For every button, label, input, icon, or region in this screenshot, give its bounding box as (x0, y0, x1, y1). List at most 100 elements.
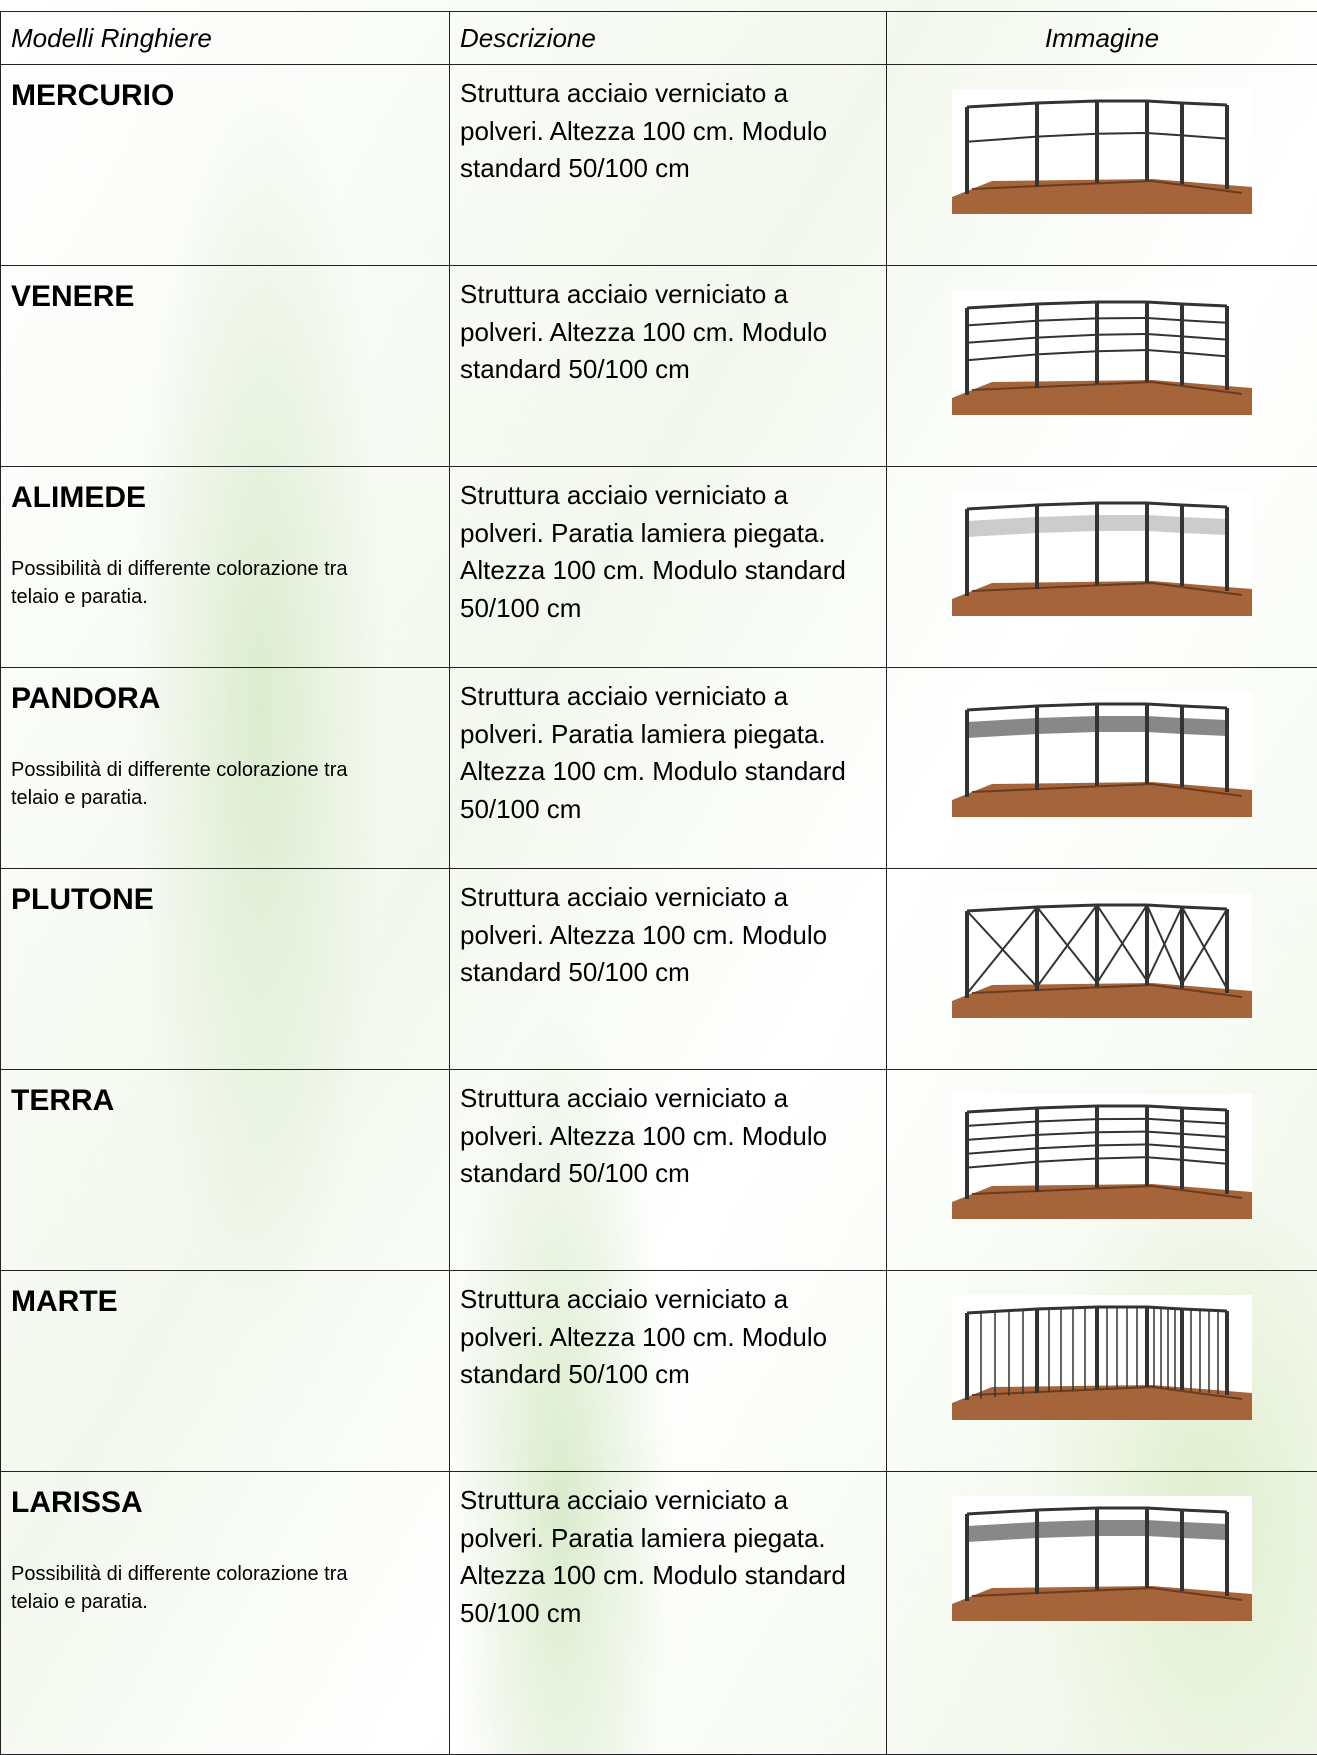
frame-bar (1147, 503, 1182, 505)
floor (952, 179, 1252, 214)
frame-bar (1182, 1147, 1227, 1150)
frame-bar (1037, 704, 1097, 706)
model-name: LARISSA (11, 1486, 439, 1520)
table-row: ALIMEDE Possibilità di differente coloraz… (1, 467, 1317, 668)
description-cell: Struttura acciaio verniciato a polveri. … (450, 1472, 887, 1755)
model-description: Struttura acciaio verniciato a polveri. … (460, 75, 876, 188)
frame-bar (1147, 334, 1182, 336)
panel (967, 517, 1037, 537)
frame-bar (967, 321, 1037, 326)
image-cell (887, 1271, 1317, 1472)
frame-bar (1037, 1158, 1097, 1161)
frame-bar (1037, 1145, 1097, 1148)
frame-bar (1097, 1132, 1147, 1133)
railing-image (952, 89, 1252, 214)
floor (952, 380, 1252, 415)
model-description: Struttura acciaio verniciato a polveri. … (460, 879, 876, 992)
frame-bar (967, 1309, 1037, 1313)
frame-bar (1182, 1160, 1227, 1164)
frame-bar (967, 1108, 1037, 1112)
frame-bar (1182, 135, 1227, 138)
image-cell (887, 869, 1317, 1070)
frame-bar (1097, 133, 1147, 134)
frame-bar (1147, 1132, 1182, 1134)
model-description: Struttura acciaio verniciato a polveri. … (460, 276, 876, 389)
panel (967, 1522, 1037, 1542)
railing-image (952, 692, 1252, 817)
image-cell (887, 467, 1317, 668)
frame-bar (1182, 103, 1227, 105)
frame-bar (1147, 302, 1182, 304)
frame-bar (1147, 1106, 1182, 1108)
model-name: MARTE (11, 1285, 439, 1319)
model-description: Struttura acciaio verniciato a polveri. … (460, 1281, 876, 1394)
model-note: Possibilità di differente colorazione tr… (11, 756, 371, 812)
frame-bar (1182, 353, 1227, 357)
frame-bar (967, 1162, 1037, 1168)
image-cell (887, 1070, 1317, 1271)
railing-image (952, 290, 1252, 415)
frame-bar (967, 1135, 1037, 1140)
frame-bar (1037, 1508, 1097, 1510)
frame-bar (1147, 101, 1182, 103)
name-cell: TERRA (1, 1070, 450, 1271)
railing-image (952, 893, 1252, 1018)
frame-bar (1182, 336, 1227, 339)
frame-bar (1182, 1309, 1227, 1311)
name-cell: PLUTONE (1, 869, 450, 1070)
frame-bar (1037, 1307, 1097, 1309)
name-cell: ALIMEDE Possibilità di differente coloraz… (1, 467, 450, 668)
frame-bar (1182, 907, 1227, 909)
panel (1097, 1520, 1147, 1536)
railing-image (952, 1094, 1252, 1219)
frame-bar (1097, 1144, 1147, 1145)
description-cell: Struttura acciaio verniciato a polveri. … (450, 1271, 887, 1472)
panel (1182, 517, 1227, 535)
frame-bar (1147, 1119, 1182, 1121)
frame-bar (1182, 1121, 1227, 1123)
railing-image (952, 1295, 1252, 1420)
floor (952, 581, 1252, 616)
frame-bar (1182, 304, 1227, 306)
frame-bar (1147, 318, 1182, 320)
frame-bar (1182, 1510, 1227, 1512)
frame-bar (1037, 302, 1097, 304)
image-cell (887, 1472, 1317, 1755)
panel (1097, 515, 1147, 531)
panel (967, 718, 1037, 738)
model-name: ALIMEDE (11, 481, 439, 515)
frame-bar (967, 1121, 1037, 1125)
panel (1037, 1520, 1097, 1538)
frame-bar (1147, 1307, 1182, 1309)
model-name: TERRA (11, 1084, 439, 1118)
frame-bar (1037, 134, 1097, 137)
header-row: Modelli Ringhiere Descrizione Immagine (1, 12, 1317, 65)
description-cell: Struttura acciaio verniciato a polveri. … (450, 1070, 887, 1271)
frame-bar (967, 505, 1037, 509)
description-cell: Struttura acciaio verniciato a polveri. … (450, 869, 887, 1070)
model-note: Possibilità di differente colorazione tr… (11, 555, 371, 611)
frame-bar (1037, 1106, 1097, 1108)
frame-bar (1037, 1132, 1097, 1135)
panel (1037, 515, 1097, 533)
floor (952, 1385, 1252, 1420)
model-note: Possibilità di differente colorazione tr… (11, 1560, 371, 1616)
frame-bar (967, 1510, 1037, 1514)
frame-bar (1147, 133, 1182, 135)
railing-image (952, 491, 1252, 616)
railing-image (952, 1496, 1252, 1621)
model-description: Struttura acciaio verniciato a polveri. … (460, 1482, 876, 1633)
frame-bar (1182, 505, 1227, 507)
header-cell: Descrizione (450, 12, 887, 65)
frame-bar (967, 907, 1037, 994)
panel (1147, 716, 1182, 734)
description-cell: Struttura acciaio verniciato a polveri. … (450, 65, 887, 266)
name-cell: LARISSA Possibilità di differente coloraz… (1, 1472, 450, 1755)
frame-bar (1037, 503, 1097, 505)
